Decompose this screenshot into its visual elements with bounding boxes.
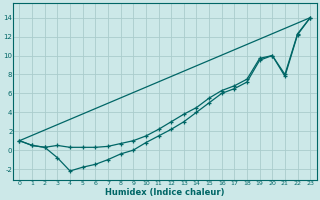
X-axis label: Humidex (Indice chaleur): Humidex (Indice chaleur) [105, 188, 225, 197]
